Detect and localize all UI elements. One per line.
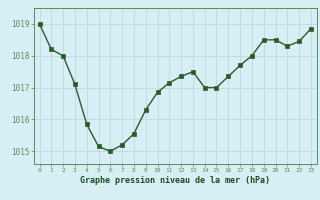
X-axis label: Graphe pression niveau de la mer (hPa): Graphe pression niveau de la mer (hPa)	[80, 176, 270, 185]
